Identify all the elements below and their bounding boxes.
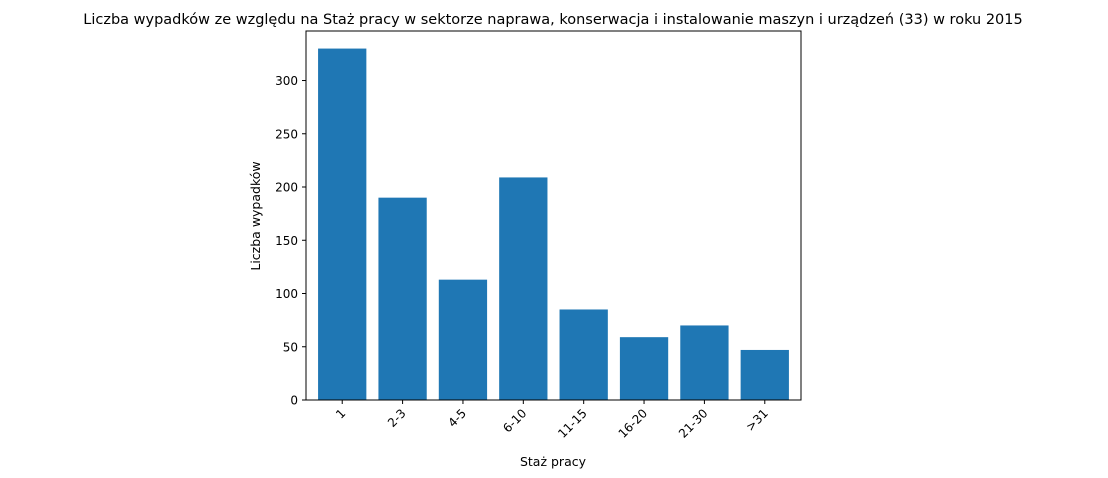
y-tick-label: 100 [275, 287, 298, 301]
bar-1 [318, 48, 367, 400]
x-ticks-group: 1 2-3 4-5 6-10 11-15 16-20 21-30 >31 [333, 400, 771, 441]
plot-frame [305, 30, 802, 401]
y-tick-label: 150 [275, 234, 298, 248]
x-tick-label: >31 [743, 406, 771, 434]
y-tick-label: 300 [275, 74, 298, 88]
x-axis-label: Staż pracy [520, 454, 587, 469]
y-axis-label: Liczba wypadków [248, 161, 263, 270]
bar-16-20 [619, 337, 669, 400]
bar-21-30 [680, 325, 729, 400]
y-tick-label: 0 [290, 394, 298, 408]
bar-4-5 [438, 279, 488, 400]
x-tick-label: 1 [333, 406, 348, 421]
bar-11-15 [559, 309, 608, 400]
bar->31 [740, 349, 789, 400]
x-tick-label: 6-10 [500, 406, 529, 435]
x-tick-label: 21-30 [676, 406, 711, 441]
x-tick-label: 11-15 [555, 406, 590, 441]
chart-title: Liczba wypadków ze względu na Staż pracy… [83, 12, 1022, 28]
bars-group [318, 48, 789, 400]
bar-2-3 [378, 197, 427, 400]
y-ticks-group: 0 50 100 150 200 250 300 [275, 74, 306, 408]
bar-6-10 [499, 177, 548, 400]
y-tick-label: 50 [283, 340, 298, 354]
y-tick-label: 250 [275, 127, 298, 141]
x-tick-label: 4-5 [445, 406, 469, 430]
y-tick-label: 200 [275, 181, 298, 195]
x-tick-label: 16-20 [616, 406, 651, 441]
x-tick-label: 2-3 [385, 406, 409, 430]
